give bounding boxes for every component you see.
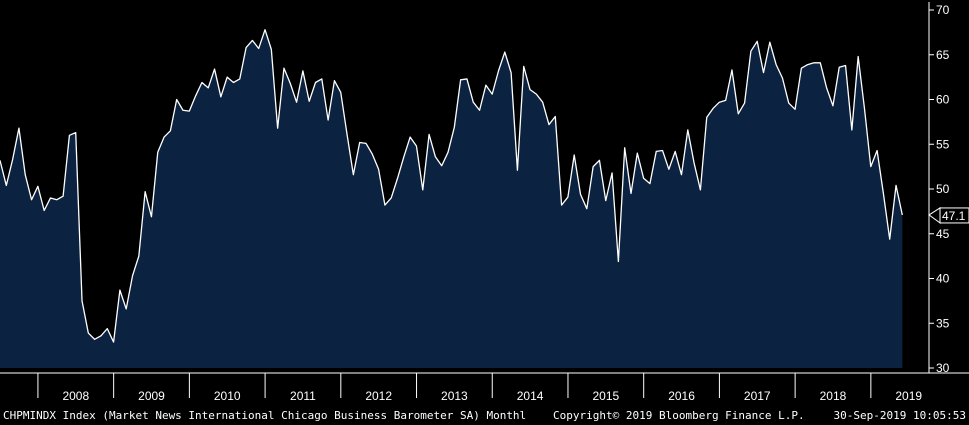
x-tick-label: 2017 [744,389,771,403]
x-tick-label: 2014 [517,389,544,403]
x-tick-label: 2018 [820,389,847,403]
y-tick-label: 50 [936,182,950,196]
footer-copyright: Copyright© 2019 Bloomberg Finance L.P. [553,409,805,422]
x-tick-label: 2013 [441,389,468,403]
last-value-label: 47.1 [942,209,966,223]
y-tick-label: 70 [936,3,950,17]
y-tick-label: 40 [936,272,950,286]
x-tick-label: 2015 [592,389,619,403]
x-tick-label: 2016 [668,389,695,403]
footer-ticker: CHPMINDX Index (Market News Internationa… [3,409,526,422]
last-value-pointer [928,207,941,224]
y-tick-label: 65 [936,48,950,62]
x-tick-label: 2019 [895,389,922,403]
x-tick-label: 2008 [62,389,89,403]
y-tick-label: 55 [936,137,950,151]
series-line [0,29,903,343]
footer-timestamp: 30-Sep-2019 10:05:53 [834,409,966,422]
series-area [0,29,903,368]
y-tick-label: 35 [936,316,950,330]
x-tick-label: 2010 [214,389,241,403]
x-tick-label: 2009 [138,389,165,403]
y-tick-label: 30 [936,361,950,375]
y-tick-label: 45 [936,227,950,241]
x-tick-label: 2012 [365,389,392,403]
y-tick-label: 60 [936,93,950,107]
x-tick-label: 2011 [290,389,316,403]
